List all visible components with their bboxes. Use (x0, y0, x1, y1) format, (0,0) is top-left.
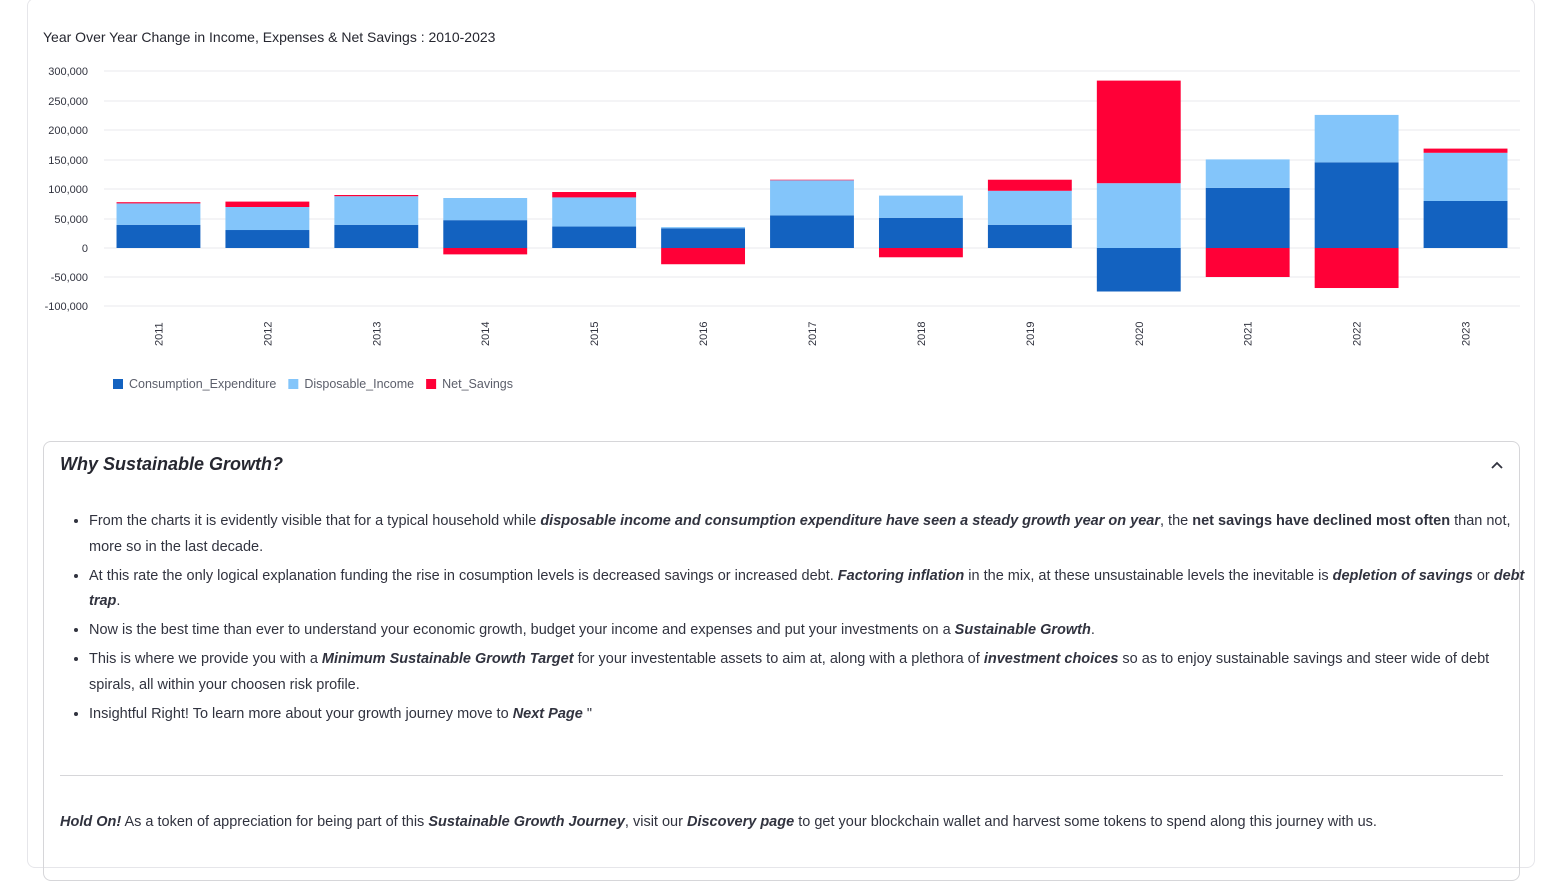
bar-consumption-expenditure-2022[interactable] (1314, 162, 1399, 248)
x-tick-label: 2021 (1243, 322, 1255, 346)
bar-disposable-income-2014[interactable] (443, 198, 528, 221)
bar-consumption-expenditure-2019[interactable] (987, 224, 1072, 248)
y-tick-label: 0 (82, 243, 88, 255)
list-item: At this rate the only logical explanatio… (89, 564, 1529, 615)
list-item: From the charts it is evidently visible … (89, 509, 1529, 560)
why-sustainable-growth-expander[interactable]: Why Sustainable Growth? From the charts … (43, 441, 1524, 881)
y-tick-label: 300,000 (48, 66, 88, 78)
bar-disposable-income-2017[interactable] (770, 180, 854, 216)
bar-disposable-income-2018[interactable] (878, 195, 963, 218)
bar-consumption-expenditure-2014[interactable] (443, 220, 528, 248)
y-tick-label: 250,000 (48, 96, 88, 108)
divider (60, 775, 1503, 776)
bar-disposable-income-2013[interactable] (334, 196, 419, 225)
bar-disposable-income-2016[interactable] (661, 227, 746, 229)
bar-disposable-income-2015[interactable] (552, 197, 637, 227)
legend-swatch[interactable] (288, 379, 299, 389)
y-tick-label: 100,000 (48, 184, 88, 196)
list-item: Now is the best time than ever to unders… (89, 618, 1529, 644)
chevron-up-icon[interactable] (1491, 460, 1503, 470)
bar-disposable-income-2022[interactable] (1314, 114, 1399, 163)
bar-disposable-income-2019[interactable] (987, 190, 1072, 225)
y-tick-label: -100,000 (45, 301, 88, 313)
bar-disposable-income-2023[interactable] (1423, 152, 1508, 201)
x-tick-label: 2013 (371, 322, 383, 346)
bar-consumption-expenditure-2023[interactable] (1423, 201, 1508, 248)
bar-net-savings-2017[interactable] (770, 179, 854, 181)
bar-net-savings-2022[interactable] (1314, 248, 1399, 289)
x-tick-label: 2011 (153, 322, 165, 346)
bar-consumption-expenditure-2018[interactable] (878, 217, 963, 248)
bar-disposable-income-2011[interactable] (116, 203, 201, 225)
legend-label[interactable]: Consumption_Expenditure (129, 377, 276, 391)
x-tick-label: 2020 (1134, 322, 1146, 346)
bar-net-savings-2013[interactable] (334, 195, 419, 197)
x-tick-label: 2017 (807, 322, 819, 346)
bar-net-savings-2023[interactable] (1423, 148, 1508, 153)
legend-swatch[interactable] (113, 379, 123, 389)
bar-net-savings-2018[interactable] (878, 248, 963, 258)
x-tick-label: 2019 (1025, 322, 1037, 346)
list-item: This is where we provide you with a Mini… (89, 647, 1529, 698)
insight-bullet-list: From the charts it is evidently visible … (60, 509, 1529, 731)
bar-disposable-income-2020[interactable] (1096, 183, 1181, 248)
bar-net-savings-2016[interactable] (661, 248, 746, 265)
x-tick-label: 2015 (589, 322, 601, 346)
bar-consumption-expenditure-2013[interactable] (334, 224, 419, 248)
chart-title: Year Over Year Change in Income, Expense… (43, 29, 496, 45)
bar-net-savings-2021[interactable] (1205, 248, 1290, 277)
bar-consumption-expenditure-2021[interactable] (1205, 187, 1290, 248)
x-tick-label: 2014 (480, 322, 492, 346)
y-tick-label: 50,000 (54, 214, 88, 226)
bar-consumption-expenditure-2020[interactable] (1096, 248, 1181, 292)
bar-consumption-expenditure-2015[interactable] (552, 226, 637, 248)
x-tick-label: 2022 (1352, 322, 1364, 346)
stacked-bar-chart: 300,000 250,000 200,000 150,000 100,000 50,00… (45, 66, 1520, 391)
legend-swatch[interactable] (426, 379, 437, 389)
bar-disposable-income-2021[interactable] (1205, 159, 1290, 188)
bar-net-savings-2012[interactable] (225, 201, 310, 207)
y-tick-label: -50,000 (51, 272, 88, 284)
bar-net-savings-2019[interactable] (987, 179, 1072, 191)
bars[interactable] (116, 80, 1508, 292)
bar-consumption-expenditure-2016[interactable] (661, 228, 746, 248)
discovery-page-link[interactable]: Discovery page (686, 814, 795, 830)
bar-net-savings-2011[interactable] (116, 202, 201, 204)
hold-on-note: Hold On! As a token of appreciation for … (60, 814, 1377, 830)
bar-net-savings-2014[interactable] (443, 248, 528, 255)
bar-net-savings-2015[interactable] (552, 192, 637, 198)
x-axis-ticks: 2011 2012 2013 2014 2015 2016 2017 2018 2019 2020… (153, 322, 1472, 346)
y-tick-label: 150,000 (48, 155, 88, 167)
y-axis-ticks: 300,000 250,000 200,000 150,000 100,000 50,00… (45, 66, 88, 313)
legend-label[interactable]: Disposable_Income (304, 377, 414, 391)
x-tick-label: 2023 (1461, 322, 1473, 346)
bar-consumption-expenditure-2011[interactable] (116, 224, 201, 248)
bar-consumption-expenditure-2017[interactable] (770, 215, 854, 248)
bar-net-savings-2020[interactable] (1096, 80, 1181, 184)
x-tick-label: 2016 (698, 322, 710, 346)
legend-label[interactable]: Net_Savings (442, 377, 513, 391)
list-item: Insightful Right! To learn more about yo… (89, 702, 1529, 728)
expander-title[interactable]: Why Sustainable Growth? (60, 454, 284, 474)
x-tick-label: 2012 (262, 322, 274, 346)
chart-legend[interactable]: Consumption_Expenditure Disposable_Income… (113, 377, 513, 391)
bar-disposable-income-2012[interactable] (225, 207, 310, 231)
x-tick-label: 2018 (916, 322, 928, 346)
y-tick-label: 200,000 (48, 125, 88, 137)
bar-consumption-expenditure-2012[interactable] (225, 230, 310, 248)
